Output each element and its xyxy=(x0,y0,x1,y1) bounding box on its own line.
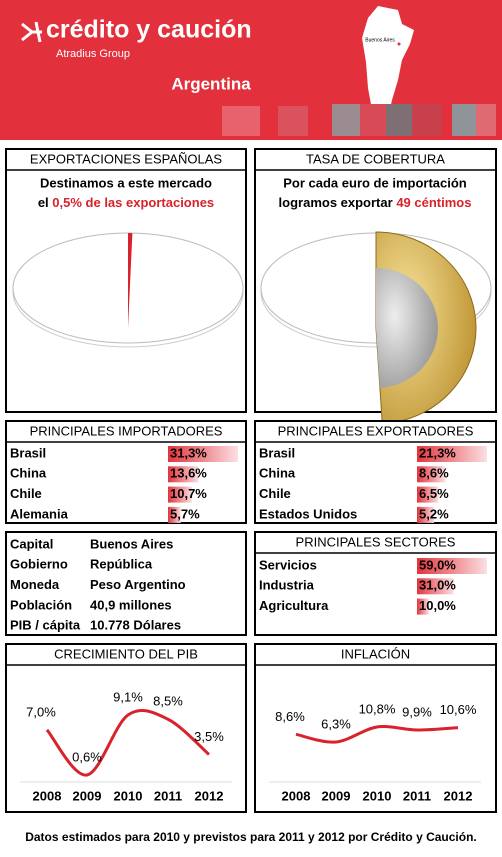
year-label: 2012 xyxy=(444,788,473,803)
line2: el 0,5% de las exportaciones xyxy=(38,195,214,210)
row-name: Agricultura xyxy=(259,598,329,613)
info-value: Peso Argentino xyxy=(90,577,186,592)
bar xyxy=(168,446,238,462)
value-label: 7,0% xyxy=(26,704,56,719)
panel xyxy=(5,643,247,813)
row-name: Alemania xyxy=(10,506,69,521)
map xyxy=(362,6,414,134)
panel xyxy=(5,531,247,636)
header-squares xyxy=(222,104,496,136)
pie-slice xyxy=(128,233,133,328)
row-name: China xyxy=(10,466,47,481)
value-label: 10,6% xyxy=(440,702,477,717)
row-name: Brasil xyxy=(259,445,295,460)
info-key: PIB / cápita xyxy=(10,618,81,633)
panel-title: PRINCIPALES IMPORTADORES xyxy=(30,423,223,438)
info-key: Población xyxy=(10,597,72,612)
info-value: 10.778 Dólares xyxy=(90,618,181,633)
row-value: 5,7% xyxy=(170,506,200,521)
group: Atradius Group xyxy=(56,48,130,60)
panel xyxy=(254,420,497,524)
value-label: 10,8% xyxy=(359,701,396,716)
year-label: 2009 xyxy=(322,788,351,803)
footer: Datos estimados para 2010 y previstos pa… xyxy=(25,830,477,844)
info-key: Moneda xyxy=(10,577,60,592)
value-label: 9,9% xyxy=(402,704,432,719)
line1: Destinamos a este mercado xyxy=(40,175,212,190)
brand: crédito y caución xyxy=(46,16,252,44)
panel xyxy=(254,531,497,636)
info-value: Buenos Aires xyxy=(90,536,173,551)
bar xyxy=(417,446,487,462)
value-label: 6,3% xyxy=(321,716,351,731)
info-key: Gobierno xyxy=(10,557,68,572)
panel-title: PRINCIPALES EXPORTADORES xyxy=(278,423,474,438)
year-label: 2010 xyxy=(114,788,143,803)
panel xyxy=(5,420,247,524)
year-label: 2011 xyxy=(154,788,182,803)
value-label: 9,1% xyxy=(113,689,143,704)
year-label: 2011 xyxy=(403,788,431,803)
info-value: 40,9 millones xyxy=(90,597,172,612)
bar xyxy=(417,466,446,483)
bar xyxy=(417,598,429,615)
row-value: 59,0% xyxy=(419,557,456,572)
map-dot xyxy=(397,42,401,46)
map-label: Buenos Aires xyxy=(365,37,395,43)
bar xyxy=(417,506,435,523)
row-value: 8,6% xyxy=(419,466,449,481)
line2: logramos exportar 49 céntimos xyxy=(279,195,472,210)
row-name: Servicios xyxy=(259,557,317,572)
row-name: Estados Unidos xyxy=(259,506,357,521)
line xyxy=(45,709,210,777)
row-name: Industria xyxy=(259,578,315,593)
info-key: Capital xyxy=(10,536,53,551)
row-value: 31,0% xyxy=(419,578,456,593)
value-label: 3,5% xyxy=(194,729,224,744)
bar xyxy=(417,558,487,574)
row-name: Chile xyxy=(10,486,42,501)
country: Argentina xyxy=(171,74,251,93)
row-value: 21,3% xyxy=(419,445,456,460)
value-label: 8,6% xyxy=(275,709,305,724)
row-value: 6,5% xyxy=(419,486,449,501)
row-value: 13,6% xyxy=(170,466,207,481)
panel-title: INFLACIÓN xyxy=(341,646,410,661)
line1: Por cada euro de importación xyxy=(283,175,467,190)
year-label: 2010 xyxy=(363,788,392,803)
row-value: 10,7% xyxy=(170,486,207,501)
panel-title: PRINCIPALES SECTORES xyxy=(296,534,456,549)
value-label: 8,5% xyxy=(153,694,183,709)
row-value: 31,3% xyxy=(170,445,207,460)
logo-icon xyxy=(21,21,42,43)
line2-text: el xyxy=(38,195,49,210)
year-label: 2008 xyxy=(33,788,62,803)
row-name: China xyxy=(259,466,296,481)
line2-text: logramos exportar xyxy=(279,195,393,210)
bar xyxy=(417,486,439,503)
value-label: 0,6% xyxy=(72,749,102,764)
year-label: 2012 xyxy=(195,788,224,803)
panel-title: TASA DE COBERTURA xyxy=(306,151,445,166)
year-label: 2008 xyxy=(282,788,311,803)
coin-center xyxy=(376,268,439,388)
highlight: 0,5% de las exportaciones xyxy=(52,195,214,210)
panel-title: EXPORTACIONES ESPAÑOLAS xyxy=(30,151,222,166)
highlight: 49 céntimos xyxy=(396,195,471,210)
bar xyxy=(168,506,181,523)
year-label: 2009 xyxy=(73,788,102,803)
bar xyxy=(168,466,199,483)
row-value: 5,2% xyxy=(419,506,449,521)
row-name: Brasil xyxy=(10,445,46,460)
row-value: 10,0% xyxy=(419,598,456,613)
bar xyxy=(417,578,454,595)
bar xyxy=(168,486,192,503)
info-value: República xyxy=(90,557,153,572)
line xyxy=(295,725,459,744)
panel-title: CRECIMIENTO DEL PIB xyxy=(54,646,198,661)
row-name: Chile xyxy=(259,486,291,501)
